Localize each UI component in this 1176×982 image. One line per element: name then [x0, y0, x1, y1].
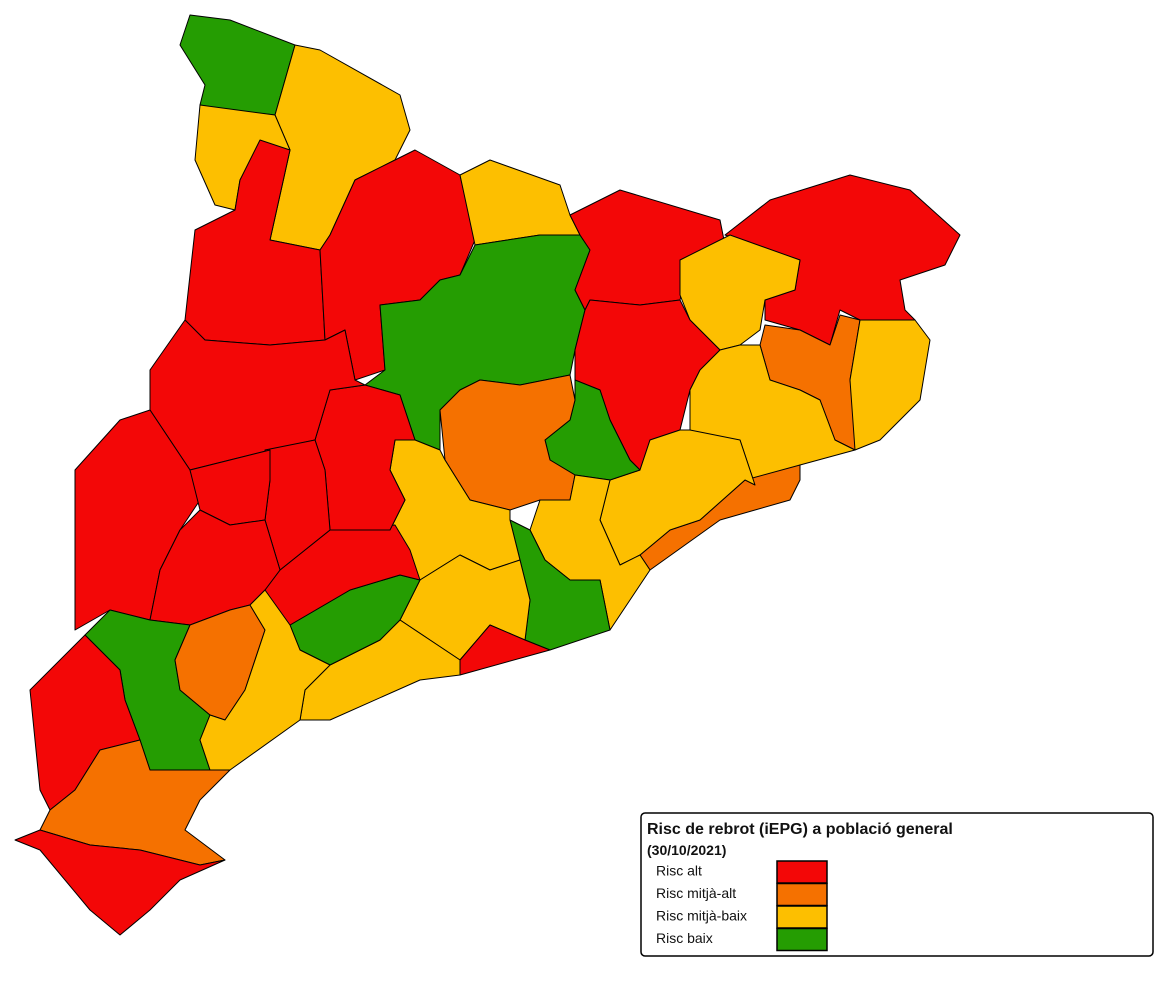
- legend-label: Risc mitjà-alt: [656, 885, 736, 901]
- region: [679, 234, 801, 351]
- legend-box: [640, 812, 1154, 957]
- legend-swatch: [776, 905, 828, 929]
- legend-title: Risc de rebrot (iEPG) a població general: [647, 821, 953, 838]
- legend-swatch: [776, 882, 828, 907]
- legend-swatch: [776, 860, 828, 884]
- legend-label: Risc mitjà-baix: [656, 908, 747, 924]
- legend: Risc de rebrot (iEPG) a població general…: [640, 812, 1154, 957]
- region: [14, 829, 226, 936]
- region: [459, 159, 581, 246]
- region: [689, 344, 856, 486]
- region: [179, 14, 296, 116]
- legend-subtitle: (30/10/2021): [647, 842, 726, 858]
- region: [849, 319, 931, 451]
- legend-swatch: [776, 927, 828, 952]
- legend-label: Risc alt: [656, 863, 702, 879]
- legend-label: Risc baix: [656, 930, 713, 946]
- regions: [14, 14, 961, 936]
